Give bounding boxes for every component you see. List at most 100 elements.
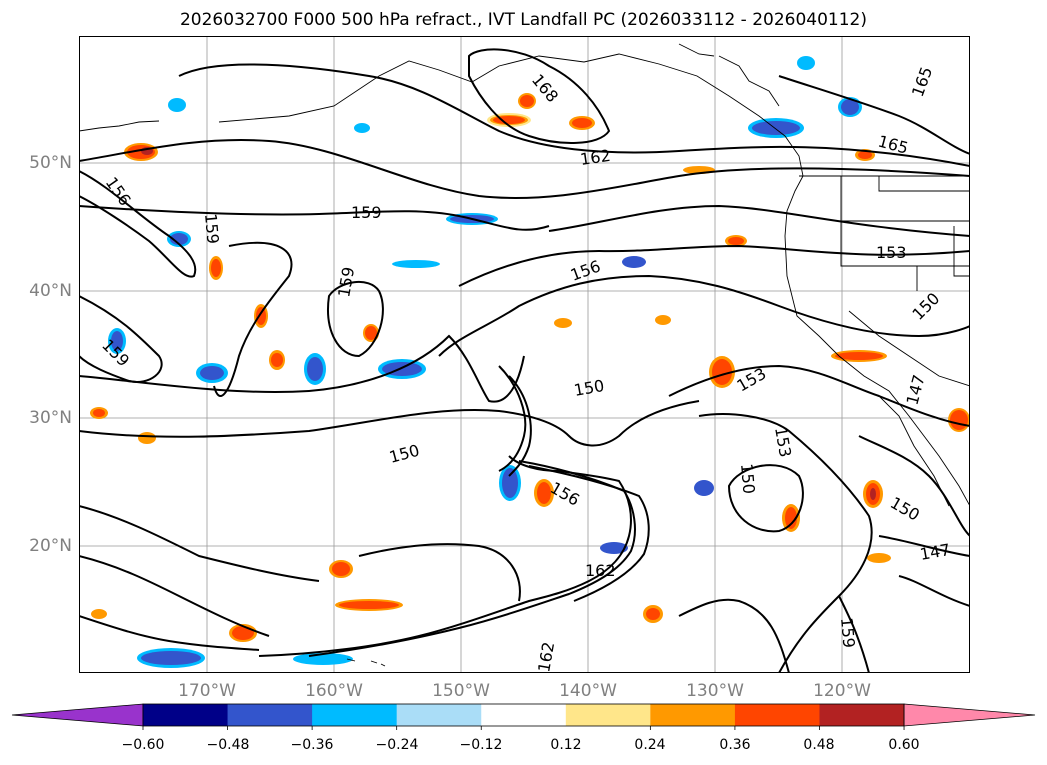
colorbar-tick-label: 0.48 <box>803 737 835 753</box>
colorbar-tick-label: 0.12 <box>550 737 582 753</box>
colorbar-segments <box>11 703 1036 727</box>
positive-blob <box>534 479 554 507</box>
negative-blob <box>748 118 804 138</box>
positive-blob <box>90 407 108 419</box>
state-boundaries <box>917 226 970 277</box>
positive-blob <box>269 350 285 370</box>
lat-label-50n: 50°N <box>29 153 72 173</box>
negative-blob <box>600 542 628 554</box>
negative-blob <box>378 359 426 379</box>
ivt-shading <box>90 56 970 668</box>
colorbar-max-extension <box>903 703 1036 727</box>
contour-line <box>528 465 650 602</box>
colorbar-frame <box>142 703 905 727</box>
contour-line <box>668 364 970 427</box>
contour-line <box>498 365 532 477</box>
contour-line <box>79 139 970 199</box>
negative-blob <box>108 328 126 354</box>
colorbar-tick-label: 0.36 <box>719 737 751 753</box>
negative-blob <box>196 363 228 383</box>
negative-blob <box>304 353 326 385</box>
colorbar-tick-label: −0.48 <box>206 737 250 753</box>
contour-line <box>548 204 970 237</box>
colorbar-segment <box>650 704 736 726</box>
map-background <box>79 36 970 673</box>
state-boundaries <box>878 176 970 192</box>
positive-blob <box>831 350 887 362</box>
contour-line <box>898 575 970 607</box>
positive-blob <box>554 318 572 328</box>
baja-california-coast <box>878 395 950 507</box>
colorbar-tick-label: 0.60 <box>888 737 920 753</box>
colorbar-tick-label: −0.36 <box>290 737 334 753</box>
contour-line <box>458 244 970 287</box>
contour-line <box>678 598 790 673</box>
contour-line <box>79 555 270 637</box>
positive-blob <box>569 116 595 130</box>
contour-label: 150 <box>737 463 759 495</box>
colorbar-segment <box>819 704 905 726</box>
lon-label-140w: 140°W <box>559 681 617 701</box>
map-title: 2026032700 F000 500 hPa refract., IVT La… <box>179 10 867 30</box>
contour-line <box>79 505 320 582</box>
map-panel: 168 165 165 162 159 159 159 156 156 159 … <box>79 36 970 673</box>
colorbar-tick-label: 0.24 <box>634 737 666 753</box>
colorbar-segment <box>481 704 567 726</box>
positive-blob <box>335 599 403 611</box>
positive-blob <box>725 235 747 247</box>
positive-blob <box>867 553 891 563</box>
positive-blob <box>254 304 268 328</box>
alaska-panhandle-islands <box>678 43 780 107</box>
contour-line <box>878 535 970 557</box>
lat-label-40n: 40°N <box>29 281 72 301</box>
colorbar-tick-label: −0.12 <box>459 737 503 753</box>
colorbar-ticks <box>142 726 905 730</box>
map-frame <box>79 36 970 673</box>
positive-blob <box>363 324 379 342</box>
positive-blob <box>209 256 223 280</box>
lat-label-20n: 20°N <box>29 536 72 556</box>
contour-line <box>698 413 873 673</box>
contour-line <box>327 280 384 358</box>
colorbar-segment <box>312 704 398 726</box>
positive-blob <box>948 408 970 432</box>
lon-label-150w: 150°W <box>432 681 490 701</box>
lon-label-170w: 170°W <box>178 681 236 701</box>
contour-line <box>858 435 970 537</box>
positive-blob <box>782 504 800 532</box>
contour-line <box>79 205 550 231</box>
refractivity-contours <box>79 48 970 673</box>
negative-blob <box>622 256 646 268</box>
north-america-coastline <box>218 53 970 507</box>
negative-blob <box>293 653 353 665</box>
positive-blob <box>138 432 156 444</box>
contour-line <box>778 75 970 155</box>
contour-line <box>358 543 521 602</box>
contour-line <box>79 334 525 403</box>
positive-blob <box>329 560 353 578</box>
contour-label: 159 <box>837 617 859 649</box>
contour-line <box>79 400 700 447</box>
contour-label: 162 <box>579 146 612 169</box>
negative-blob <box>694 480 714 496</box>
positive-blob <box>655 315 671 325</box>
contour-line <box>727 464 804 533</box>
colorbar-segment <box>396 704 482 726</box>
contour-line <box>79 295 163 383</box>
colorbar-tick-label: −0.24 <box>375 737 419 753</box>
colorbar-segment <box>734 704 820 726</box>
negative-blob <box>167 231 191 247</box>
positive-blob <box>518 93 536 109</box>
negative-blob <box>797 56 815 70</box>
hawaiian-islands <box>346 658 386 667</box>
negative-blob <box>137 648 205 668</box>
contour-line <box>468 48 611 144</box>
colorbar-segment <box>143 704 229 726</box>
lon-label-130w: 130°W <box>686 681 744 701</box>
contour-label: 159 <box>201 213 223 245</box>
contour-label: 162 <box>585 561 616 580</box>
contour-line <box>213 241 293 397</box>
negative-blob <box>499 465 521 501</box>
us-mexico-border <box>848 310 970 387</box>
positive-blob <box>863 480 883 508</box>
